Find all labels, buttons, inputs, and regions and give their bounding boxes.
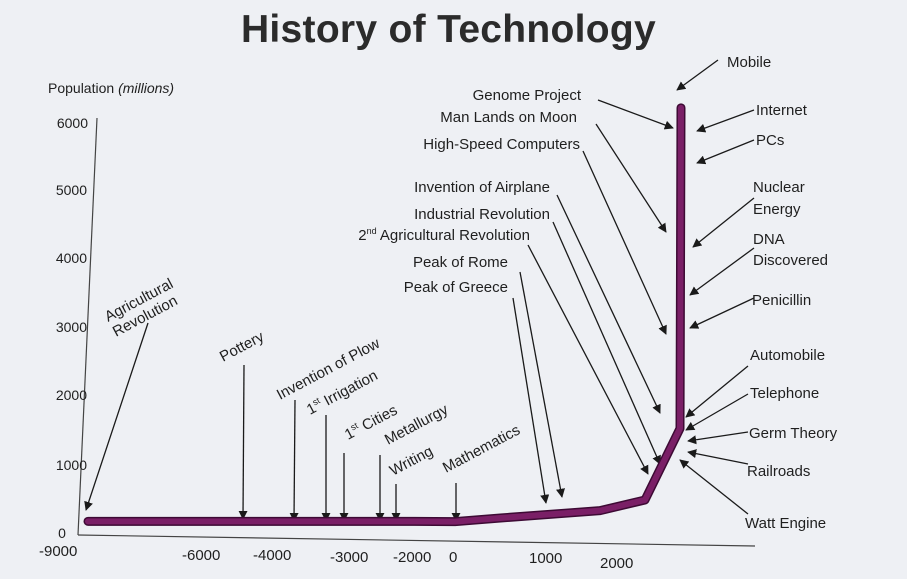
- annotation-label: Peak of Rome: [413, 254, 508, 271]
- y-axis-label-text: Population: [48, 80, 118, 96]
- annotation-arrow: [512, 297, 550, 504]
- annotation-label-num: 2: [358, 227, 366, 244]
- annotation-arrow: [692, 197, 755, 248]
- x-tick-label: -9000: [39, 543, 77, 560]
- annotation-label: Invention of Airplane: [414, 179, 550, 196]
- annotation-label: 2nd Agricultural Revolution: [358, 226, 530, 244]
- annotation-arrow: [685, 365, 749, 418]
- annotation-arrow: [519, 271, 565, 498]
- annotation-arrow: [289, 399, 299, 522]
- x-tick-label: 2000: [600, 555, 633, 572]
- y-tick-label: 4000: [56, 250, 87, 266]
- y-tick-label: 1000: [56, 457, 87, 473]
- y-tick-label: 6000: [57, 115, 88, 131]
- annotation-label: Writing: [387, 443, 436, 480]
- annotation-arrow: [696, 109, 755, 133]
- annotation-label-line: Energy: [753, 201, 801, 218]
- annotation-arrow: [689, 247, 755, 296]
- y-axis-line: [77, 117, 98, 536]
- annotation-label: Nuclear Energy: [753, 179, 805, 218]
- annotation-label: Peak of Greece: [404, 279, 508, 296]
- annotation-arrow: [696, 139, 755, 165]
- x-tick-label: -3000: [330, 549, 368, 566]
- annotation-arrow: [597, 99, 674, 130]
- annotation-label-line: DNA: [753, 231, 785, 248]
- annotation-label: DNA Discovered: [753, 231, 828, 269]
- annotation-label-sup: st: [349, 420, 360, 432]
- y-tick-label: 2000: [56, 387, 87, 403]
- x-tick-label: -2000: [393, 549, 431, 566]
- chart-title: History of Technology: [240, 8, 657, 51]
- annotation-arrow: [556, 194, 661, 414]
- annotation-label: PCs: [756, 132, 784, 149]
- x-tick-label: -4000: [253, 547, 291, 564]
- x-tick-label: 1000: [529, 550, 562, 567]
- annotation-label-sup: nd: [367, 226, 377, 236]
- annotation-arrow: [595, 123, 667, 233]
- annotation-label: AgriculturalRevolution: [102, 275, 184, 340]
- annotation-label: Industrial Revolution: [414, 206, 550, 223]
- annotation-arrow: [687, 449, 749, 465]
- annotation-label: Penicillin: [752, 292, 811, 309]
- annotation-label: Germ Theory: [749, 425, 838, 442]
- annotation-arrow: [582, 150, 667, 335]
- annotation-label-line: Nuclear: [753, 179, 805, 196]
- y-tick-label: 0: [58, 525, 66, 541]
- annotation-label: Genome Project: [473, 87, 582, 104]
- y-axis-unit: (millions): [118, 80, 174, 96]
- annotation-label-line: Discovered: [753, 252, 828, 269]
- annotation-label: Telephone: [750, 385, 819, 402]
- annotation-label: High-Speed Computers: [423, 136, 580, 153]
- annotation-arrow: [84, 322, 149, 511]
- annotation-arrow: [685, 393, 749, 431]
- annotation-label: Automobile: [750, 347, 825, 364]
- annotation-arrow: [676, 59, 719, 91]
- annotation-arrow: [527, 244, 649, 475]
- x-tick-label: 0: [449, 549, 457, 566]
- x-axis-line: [77, 534, 756, 547]
- annotation-arrow: [679, 459, 749, 515]
- annotation-label: Mobile: [727, 54, 771, 71]
- y-tick-label: 3000: [56, 319, 87, 335]
- annotation-label-rest: Agricultural Revolution: [377, 227, 530, 244]
- annotation-label-sup: st: [311, 395, 322, 407]
- annotation-arrow: [552, 221, 661, 465]
- annotation-arrow: [238, 364, 248, 520]
- annotation-label: Internet: [756, 102, 808, 119]
- y-axis-label: Population (millions): [48, 80, 174, 96]
- annotation-label: Railroads: [747, 463, 810, 480]
- annotation-label: Man Lands on Moon: [440, 109, 577, 126]
- annotation-arrow: [687, 431, 749, 445]
- y-tick-label: 5000: [56, 182, 87, 198]
- x-tick-label: -6000: [182, 547, 220, 564]
- annotation-arrow: [689, 297, 755, 329]
- annotation-label: Watt Engine: [745, 515, 826, 532]
- annotation-label: Mathematics: [440, 422, 523, 477]
- annotation-label: Pottery: [217, 328, 267, 366]
